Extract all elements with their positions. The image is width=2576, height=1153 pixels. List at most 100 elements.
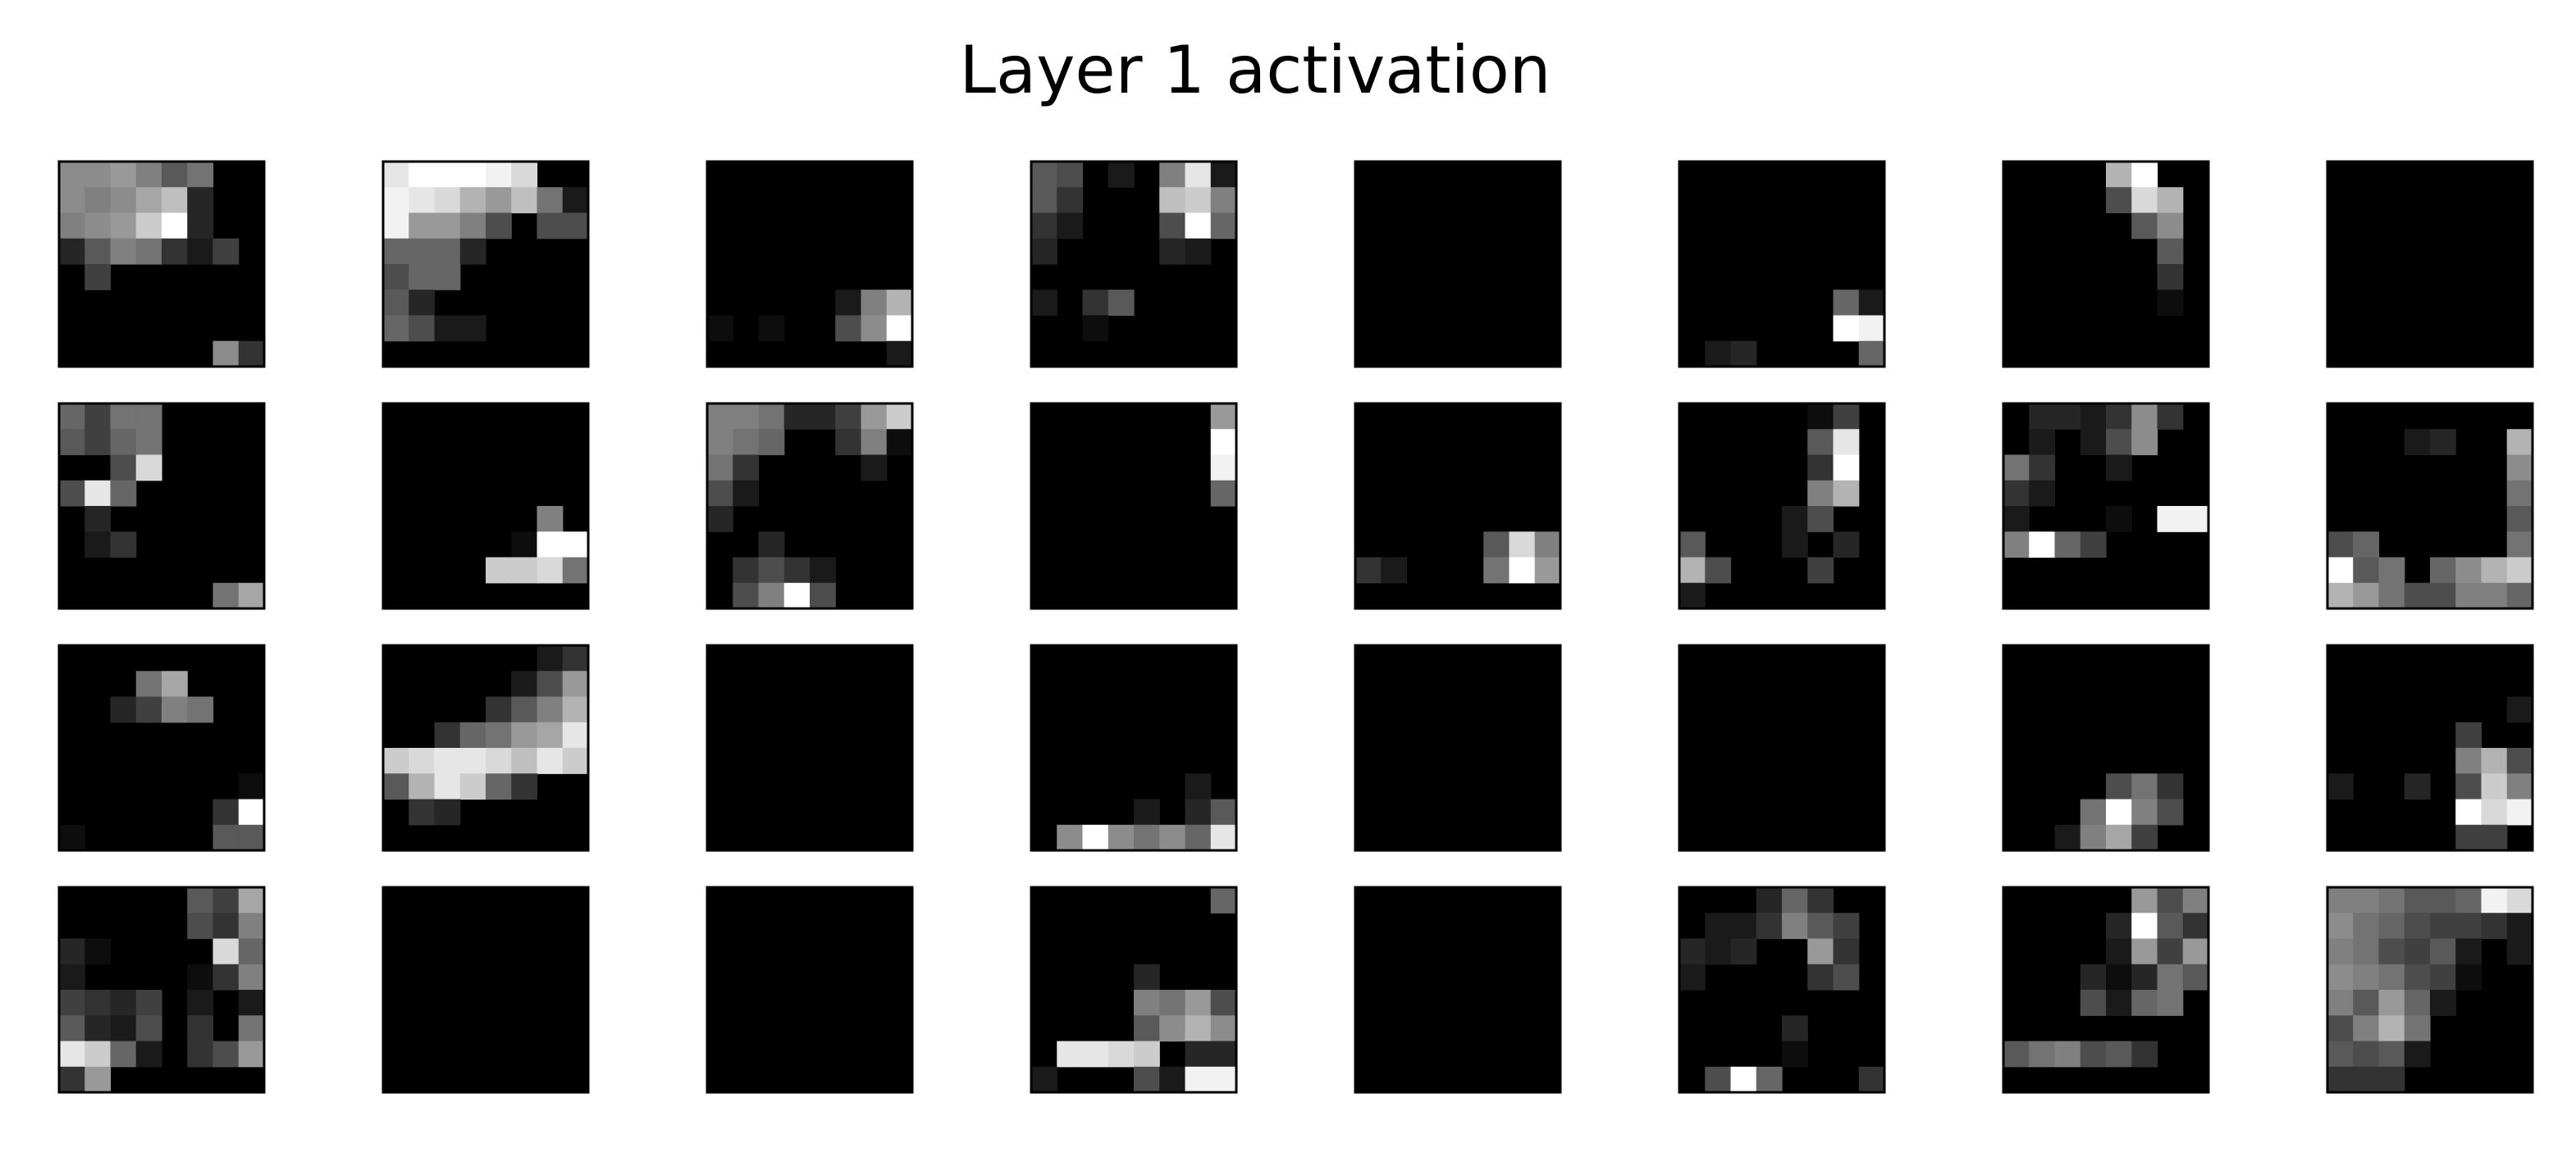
activation-pixel [84, 506, 112, 532]
activation-pixel [1210, 403, 1237, 430]
activation-pixel [486, 696, 512, 723]
activation-pixel [1679, 938, 1706, 965]
activation-pixel [1159, 824, 1186, 851]
channel-map-7 [2002, 160, 2210, 368]
map-frame [1354, 644, 1562, 852]
activation-pixel [2182, 887, 2209, 914]
activation-pixel [2131, 773, 2158, 800]
activation-pixel [2327, 582, 2354, 609]
activation-pixel [2327, 938, 2354, 965]
activation-pixel [2455, 722, 2482, 749]
activation-pixel [162, 696, 188, 723]
activation-pixel [2106, 938, 2132, 965]
activation-pixel [562, 722, 589, 749]
activation-pixel [135, 671, 162, 698]
channel-map-29 [1354, 886, 1562, 1094]
activation-pixel [1210, 1041, 1237, 1068]
channel-map-18 [381, 644, 590, 852]
activation-pixel [2131, 162, 2158, 188]
map-frame [1678, 402, 1886, 610]
activation-pixel [59, 480, 85, 507]
activation-pixel [2157, 913, 2184, 940]
activation-pixel [59, 429, 85, 456]
activation-pixel [562, 671, 589, 698]
activation-pixel [1705, 1066, 1732, 1093]
activation-pixel [2378, 964, 2405, 991]
activation-pixel [2131, 187, 2158, 214]
activation-pixel [2080, 964, 2107, 991]
activation-pixel [1807, 403, 1834, 430]
map-frame [57, 886, 266, 1094]
map-frame [1030, 160, 1238, 368]
activation-pixel [238, 340, 265, 367]
activation-pixel [511, 748, 538, 774]
activation-pixel [1185, 1041, 1212, 1068]
activation-pixel [84, 162, 112, 188]
activation-pixel [2404, 913, 2431, 940]
activation-pixel [1210, 887, 1237, 914]
activation-pixel [2327, 1066, 2354, 1093]
activation-pixel [409, 162, 436, 188]
activation-pixel [2080, 531, 2107, 558]
activation-pixel [1082, 289, 1109, 317]
activation-pixel [2157, 212, 2184, 239]
activation-pixel [2029, 1041, 2056, 1068]
activation-pixel [135, 212, 162, 239]
activation-pixel [2378, 938, 2405, 965]
activation-pixel [409, 799, 436, 826]
activation-pixel [2404, 938, 2431, 965]
activation-pixel [1833, 531, 1860, 558]
activation-pixel [486, 212, 512, 239]
activation-pixel [110, 990, 137, 1016]
activation-pixel [2481, 582, 2508, 609]
activation-pixel [409, 748, 436, 774]
activation-pixel [2353, 938, 2380, 965]
activation-pixel [2327, 964, 2354, 991]
activation-pixel [1534, 557, 1561, 584]
activation-pixel [1483, 557, 1510, 584]
activation-pixel [187, 238, 214, 265]
activation-pixel [135, 454, 162, 481]
activation-pixel [110, 454, 137, 481]
activation-pixel [2353, 1015, 2380, 1042]
map-frame [1354, 886, 1562, 1094]
activation-pixel [1057, 212, 1084, 239]
activation-pixel [2353, 964, 2380, 991]
activation-pixel [212, 799, 240, 826]
activation-pixel [162, 671, 188, 698]
map-frame [706, 644, 914, 852]
activation-pixel [1705, 340, 1732, 367]
map-frame [2002, 402, 2210, 610]
activation-pixel [1807, 938, 1834, 965]
activation-pixel [1833, 289, 1860, 317]
activation-pixel [2506, 748, 2533, 774]
activation-pixel [1833, 429, 1860, 456]
activation-pixel [1210, 162, 1237, 188]
activation-pixel [1134, 1015, 1160, 1042]
map-frame [57, 644, 266, 852]
activation-pixel [2003, 480, 2030, 507]
activation-pixel [110, 403, 137, 430]
activation-pixel [886, 429, 913, 456]
activation-pixel [1210, 990, 1237, 1016]
activation-pixel [1134, 1041, 1160, 1068]
activation-pixel [1679, 557, 1706, 584]
activation-pixel [2506, 506, 2533, 532]
activation-pixel [212, 938, 240, 965]
channel-map-11 [706, 402, 914, 610]
activation-pixel [2106, 824, 2132, 851]
activation-pixel [1782, 887, 1808, 914]
activation-pixel [2506, 799, 2533, 826]
activation-pixel [733, 480, 760, 507]
activation-pixel [1159, 187, 1186, 214]
activation-pixel [1185, 824, 1212, 851]
activation-pixel [187, 187, 214, 214]
activation-pixel [409, 187, 436, 214]
activation-pixel [733, 403, 760, 430]
activation-pixel [2106, 506, 2132, 532]
activation-pixel [1159, 1015, 1186, 1042]
activation-pixel [1782, 531, 1808, 558]
activation-pixel [434, 748, 461, 774]
activation-pixel [733, 454, 760, 481]
activation-pixel [84, 1015, 112, 1042]
